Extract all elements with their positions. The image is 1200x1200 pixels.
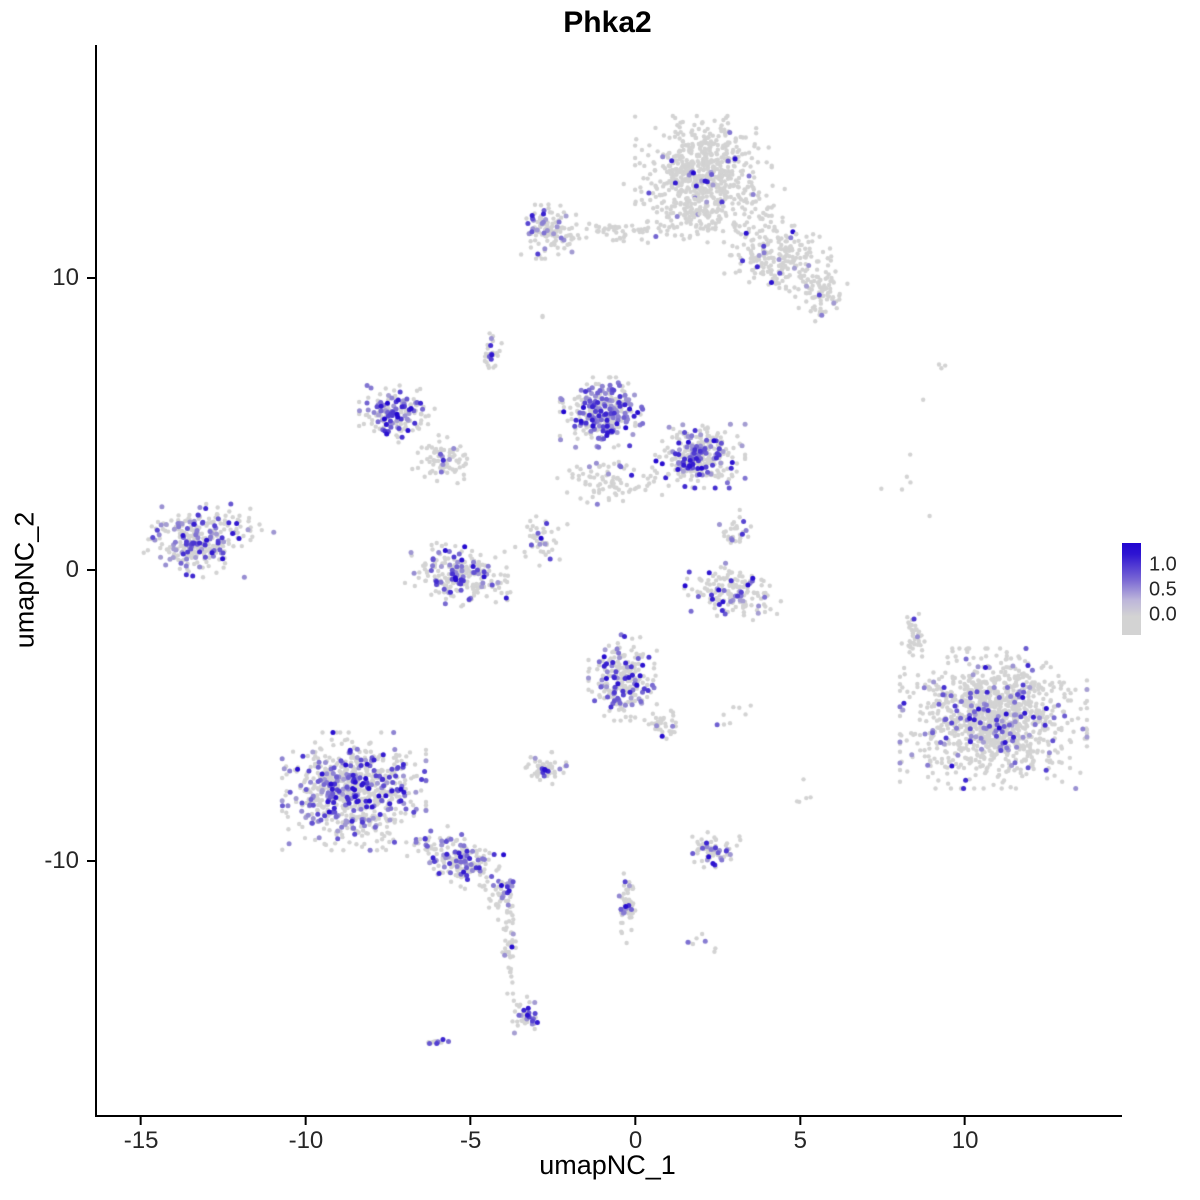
- x-tick-mark: [304, 1117, 307, 1125]
- y-tick-label: -10: [44, 847, 79, 875]
- x-tick-label: -15: [123, 1127, 159, 1154]
- y-tick-label: 0: [65, 555, 79, 583]
- x-tick: 10: [951, 1117, 979, 1155]
- y-tick-mark: [87, 860, 95, 863]
- x-tick-mark: [634, 1117, 637, 1125]
- x-tick: -15: [123, 1117, 159, 1155]
- x-tick-label: 5: [793, 1127, 807, 1154]
- x-tick-mark: [140, 1117, 143, 1125]
- x-axis-label: umapNC_1: [539, 1150, 676, 1180]
- x-tick-label: -10: [288, 1127, 324, 1154]
- x-tick-mark: [799, 1117, 802, 1125]
- y-tick-label: 10: [52, 264, 79, 292]
- y-tick-mark: [87, 277, 95, 280]
- expression-legend: 1.0 0.5 0.0: [1122, 543, 1200, 643]
- legend-tick-label-low: 0.0: [1149, 603, 1177, 626]
- x-tick-label: 0: [628, 1127, 643, 1154]
- plot-title: Phka2: [563, 6, 652, 39]
- legend-gradient-bar: [1122, 543, 1141, 635]
- legend-tick-label-high: 1.0: [1149, 553, 1177, 576]
- y-tick-mark: [87, 568, 95, 571]
- y-axis-label: umapNC_2: [9, 511, 40, 649]
- x-tick-mark: [964, 1117, 967, 1125]
- plot-area: [95, 45, 1122, 1117]
- x-tick: 5: [794, 1117, 807, 1155]
- x-tick-label: 10: [951, 1127, 979, 1154]
- scatter-points-canvas: [97, 45, 1122, 1115]
- x-tick: 0: [629, 1117, 642, 1155]
- x-tick: -10: [288, 1117, 324, 1155]
- x-tick-mark: [469, 1117, 472, 1125]
- x-tick: -5: [460, 1117, 481, 1155]
- x-tick-label: -5: [460, 1127, 482, 1154]
- legend-tick-label-mid: 0.5: [1149, 578, 1177, 601]
